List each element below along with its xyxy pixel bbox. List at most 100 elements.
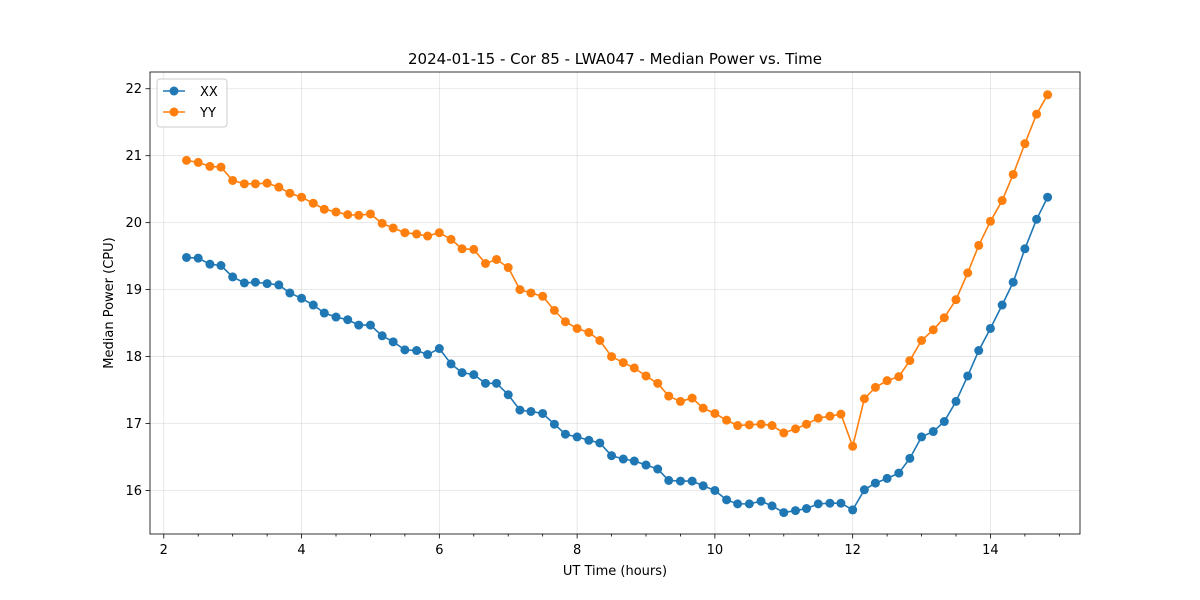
series-xx-point: [572, 432, 582, 442]
series-yy-point: [388, 223, 398, 233]
series-xx-point: [285, 288, 295, 298]
series-xx-point: [262, 279, 272, 289]
series-xx-point: [538, 408, 548, 418]
series-yy-point: [572, 323, 582, 333]
series-yy-point: [607, 352, 617, 362]
y-tick-label: 20: [125, 216, 142, 231]
x-tick-label: 4: [297, 543, 305, 558]
series-yy-point: [297, 192, 307, 202]
series-yy-point: [848, 441, 858, 451]
series-yy-point: [365, 209, 375, 219]
series-xx-point: [997, 300, 1007, 310]
series-yy-point: [205, 161, 215, 171]
series-yy-point: [629, 363, 639, 373]
series-yy-point: [423, 231, 433, 241]
x-tick-label: 2: [160, 543, 168, 558]
series-yy-point: [974, 240, 984, 250]
legend: XX YY: [156, 78, 228, 128]
series-yy-point: [698, 403, 708, 413]
series-yy-point: [503, 263, 513, 273]
series-yy-point: [549, 305, 559, 315]
series-yy-point: [193, 157, 203, 167]
legend-xx-label: XX: [200, 85, 218, 100]
series-yy-line: [186, 94, 1049, 448]
series-xx-point: [985, 323, 995, 333]
series-xx-point: [710, 485, 720, 495]
series-xx-point: [434, 344, 444, 354]
series-xx-point: [1032, 214, 1042, 224]
y-tick-label: 19: [125, 283, 142, 298]
series-yy-point: [894, 372, 904, 382]
series-xx-point: [239, 278, 249, 288]
legend-yy-label: YY: [199, 106, 216, 121]
series-yy-point: [653, 378, 663, 388]
series-yy-point: [767, 421, 777, 431]
series-yy-point: [377, 218, 387, 228]
series-yy-point: [343, 210, 353, 220]
series-xx-point: [675, 476, 685, 486]
series-xx-point: [354, 320, 364, 330]
series-yy-point: [859, 394, 869, 404]
series-xx-point: [503, 390, 513, 400]
series-yy-point: [595, 336, 605, 345]
series-xx-point: [756, 496, 766, 506]
series-xx-point: [216, 261, 226, 270]
y-tick-label: 17: [125, 417, 142, 432]
series-yy-point: [469, 244, 479, 254]
series-xx-point: [469, 370, 479, 380]
series-xx-point: [423, 350, 433, 360]
series-xx-point: [951, 396, 961, 406]
series-xx-point: [848, 505, 858, 515]
series-xx: [182, 192, 1053, 518]
series-yy-point: [825, 411, 835, 421]
series-xx-point: [882, 473, 892, 483]
series-xx-point: [377, 331, 387, 341]
series-yy-point: [882, 376, 892, 386]
series-yy-point: [779, 428, 789, 438]
series-yy-point: [813, 413, 823, 423]
series-yy-point: [308, 198, 318, 208]
series-yy-point: [618, 358, 628, 368]
series-xx-point: [388, 337, 398, 347]
series-yy-point: [584, 327, 594, 337]
series-yy-point: [756, 419, 766, 429]
series-yy-point: [802, 419, 812, 429]
series-yy-point: [917, 336, 927, 345]
series-yy-point: [951, 295, 961, 305]
series-yy-point: [319, 204, 329, 214]
y-axis-label: Median Power (CPU): [102, 237, 117, 368]
series-yy-point: [963, 268, 973, 278]
series-xx-point: [1020, 244, 1030, 254]
series-xx-point: [526, 406, 536, 416]
series-xx-point: [733, 499, 743, 509]
series-yy-point: [675, 396, 685, 406]
series-yy-point: [457, 244, 467, 254]
series-yy-point: [722, 415, 732, 425]
series-yy-point: [997, 196, 1007, 206]
x-axis-label: UT Time (hours): [563, 564, 667, 579]
series-xx-point: [1043, 192, 1053, 202]
series-xx-point: [974, 346, 984, 356]
series-yy-point: [1043, 90, 1053, 100]
series-yy: [182, 90, 1053, 451]
series-yy-point: [641, 371, 651, 381]
series-xx-point: [228, 272, 238, 282]
series-yy-point: [446, 234, 456, 244]
series-xx-point: [365, 320, 375, 330]
series-yy-point: [939, 313, 949, 323]
series-xx-point: [905, 453, 915, 463]
series-yy-point: [870, 382, 880, 392]
series-xx-point: [549, 419, 559, 429]
series-yy-point: [492, 254, 502, 264]
series-yy-point: [228, 175, 238, 185]
series-yy-point: [710, 408, 720, 418]
series-yy-point: [331, 207, 341, 217]
series-xx-point: [607, 451, 617, 461]
legend-yy-marker: [169, 107, 179, 117]
series-yy-point: [400, 228, 410, 238]
series-xx-point: [193, 253, 203, 263]
series-yy-point: [836, 409, 846, 419]
series-yy-point: [515, 285, 525, 295]
series-xx-point: [560, 429, 570, 439]
